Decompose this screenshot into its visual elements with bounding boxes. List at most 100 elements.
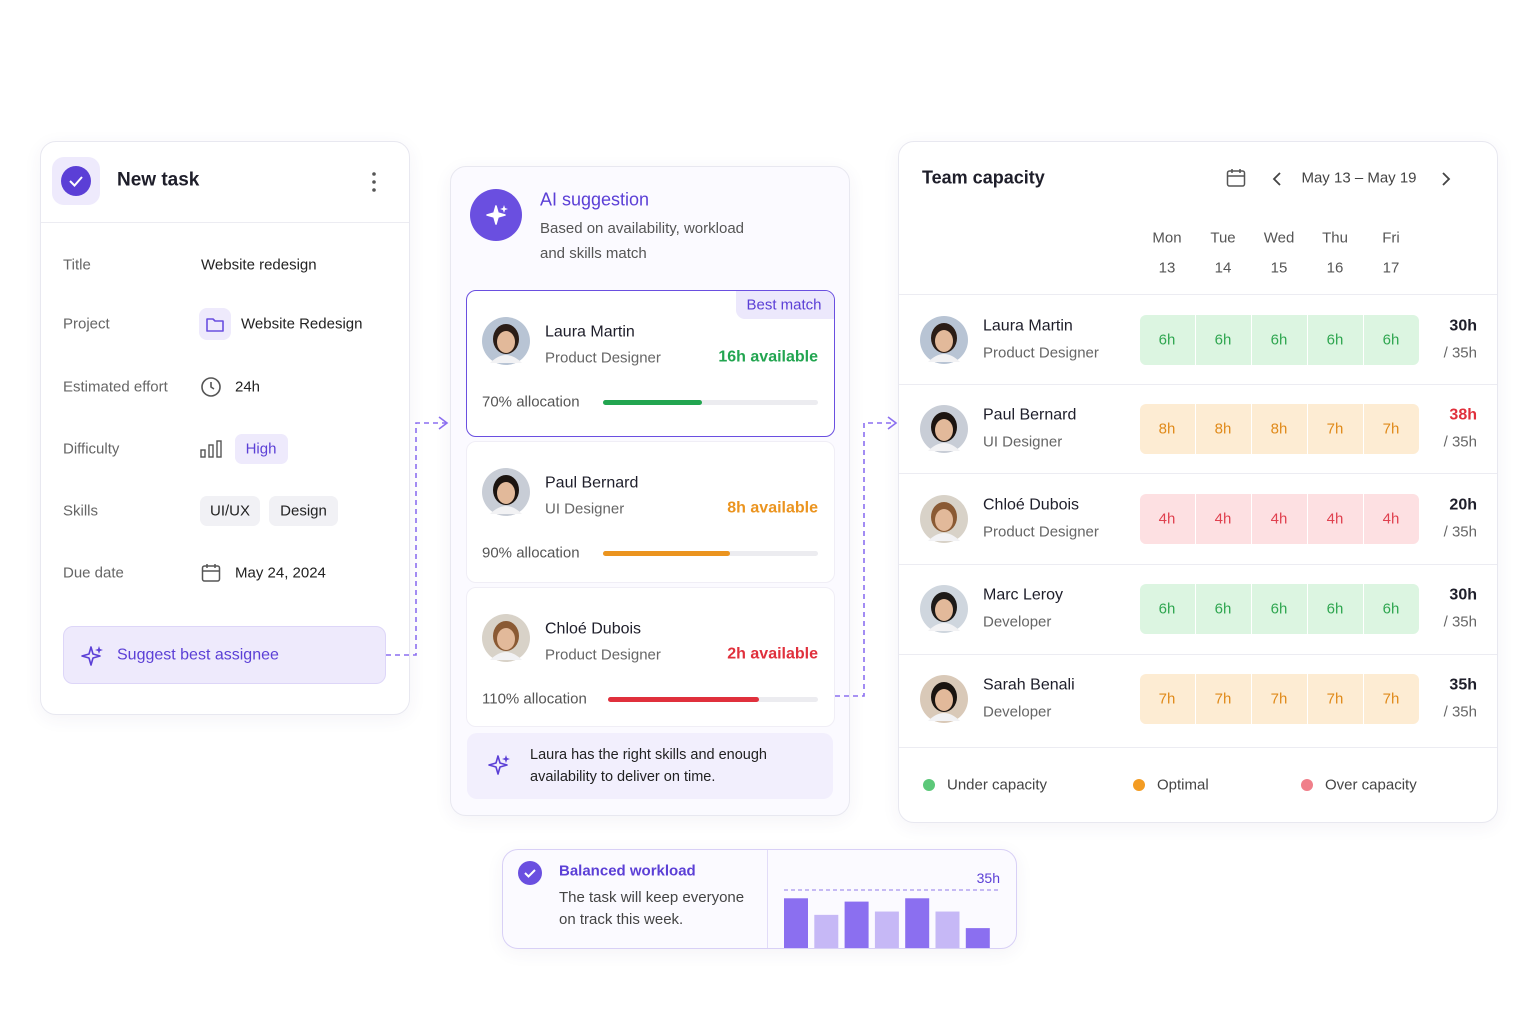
suggest-button[interactable]: [63, 626, 386, 684]
ai-icon: [470, 189, 522, 241]
icon-part: [81, 646, 101, 666]
day-name: Fri: [1382, 229, 1400, 247]
target-label: 35h: [976, 869, 1000, 886]
field-label: Estimated effort: [63, 378, 168, 396]
summary-card: [502, 849, 1017, 949]
check-icon: [518, 861, 542, 885]
candidate-role: Product Designer: [545, 349, 661, 367]
member-role: Product Designer: [983, 523, 1099, 541]
header-divider: [41, 222, 409, 223]
row-divider: [899, 294, 1497, 295]
total-hours: 35h: [1449, 676, 1477, 694]
avatar: [920, 585, 968, 633]
badge: Best match: [746, 296, 822, 314]
cell-hours: 4h: [1214, 510, 1232, 528]
field-value: 24h: [235, 378, 261, 396]
capacity-cell: [1364, 494, 1419, 544]
icon-part: [210, 382, 215, 390]
capacity-cell: [1140, 494, 1195, 544]
member-name: Marc Leroy: [983, 586, 1064, 604]
day-date: 16: [1326, 259, 1344, 277]
capacity-cell: [1364, 404, 1419, 454]
capacity-title: Team capacity: [922, 167, 1045, 188]
cell-hours: 7h: [1270, 690, 1288, 708]
icon-part: [497, 331, 515, 353]
availability: 2h available: [727, 645, 818, 663]
cell-hours: 8h: [1270, 420, 1288, 438]
candidate-name: Paul Bernard: [545, 474, 639, 492]
avatar: [482, 614, 530, 662]
icon-part: [518, 861, 542, 885]
icon-part: [488, 755, 508, 775]
icon-part: [69, 176, 83, 187]
capacity-cell: [1252, 674, 1307, 724]
best-match-badge: [736, 291, 834, 319]
icon-part: [935, 419, 953, 441]
difficulty-icon: [200, 440, 222, 458]
allocation-bar: [603, 551, 730, 556]
icon-part: [497, 482, 515, 504]
icon-part: [935, 330, 953, 352]
capacity-cell: [1196, 584, 1251, 634]
capacity-cell: [1252, 315, 1307, 365]
availability: 8h available: [727, 499, 818, 517]
icon-part: [372, 172, 376, 176]
task-card: [40, 141, 410, 715]
member-role: UI Designer: [983, 433, 1063, 451]
capacity-cell: [1140, 315, 1195, 365]
legend-label: Over capacity: [1325, 776, 1417, 794]
member-name: Chloé Dubois: [983, 496, 1080, 514]
skill: Design: [280, 502, 327, 520]
capacity-cell: [1252, 404, 1307, 454]
icon-part: [928, 533, 960, 541]
cell-hours: 4h: [1326, 510, 1344, 528]
icon-part: [61, 166, 91, 196]
day-date: 17: [1382, 259, 1400, 277]
skill-chip: [269, 496, 338, 526]
cell-hours: 8h: [1214, 420, 1232, 438]
prev-week[interactable]: [1272, 172, 1282, 186]
avatar: [482, 317, 530, 365]
capacity-cell: [1196, 315, 1251, 365]
total-hours: 38h: [1449, 406, 1477, 424]
icon-part: [1227, 169, 1245, 177]
candidate-card: [466, 587, 835, 727]
capacity-cell: [1308, 494, 1363, 544]
member-role: Product Designer: [983, 344, 1099, 362]
icon-part: [208, 444, 214, 458]
arrow-head: [438, 416, 449, 430]
folder-icon: [206, 318, 224, 332]
avatar: [920, 316, 968, 364]
cell-hours: 7h: [1382, 690, 1400, 708]
icon-part: [490, 506, 522, 514]
capacity-cell: [1308, 584, 1363, 634]
cell-hours: 7h: [1382, 420, 1400, 438]
icon-part: [216, 440, 222, 458]
next-week[interactable]: [1441, 172, 1451, 186]
candidate-name: Chloé Dubois: [545, 620, 642, 638]
capacity-cell: [1140, 584, 1195, 634]
ai-title: AI suggestion: [540, 189, 650, 210]
note-box: [467, 733, 833, 799]
cell-hours: 4h: [1382, 510, 1400, 528]
icon-part: [486, 205, 506, 225]
allocation-track: [603, 400, 818, 405]
capacity-cell: [1308, 674, 1363, 724]
summary-text: The task will keep everyone on track thi…: [559, 889, 745, 928]
calendar-icon: [1226, 169, 1246, 187]
total-hours: 30h: [1449, 586, 1477, 604]
allocation-label: 70% allocation: [482, 393, 580, 411]
cell-hours: 6h: [1270, 600, 1288, 618]
sparkle-icon: [81, 646, 103, 666]
availability: 16h available: [718, 348, 818, 366]
day-name: Tue: [1210, 229, 1236, 247]
capacity-cell: [1140, 674, 1195, 724]
field-label: Title: [63, 256, 91, 274]
legend-label: Optimal: [1157, 776, 1209, 794]
icon-part: [372, 180, 376, 184]
icon-part: [200, 449, 206, 458]
candidate-card: [466, 441, 835, 583]
capacity-limit: / 35h: [1443, 703, 1477, 721]
legend-dot: [1133, 779, 1145, 791]
